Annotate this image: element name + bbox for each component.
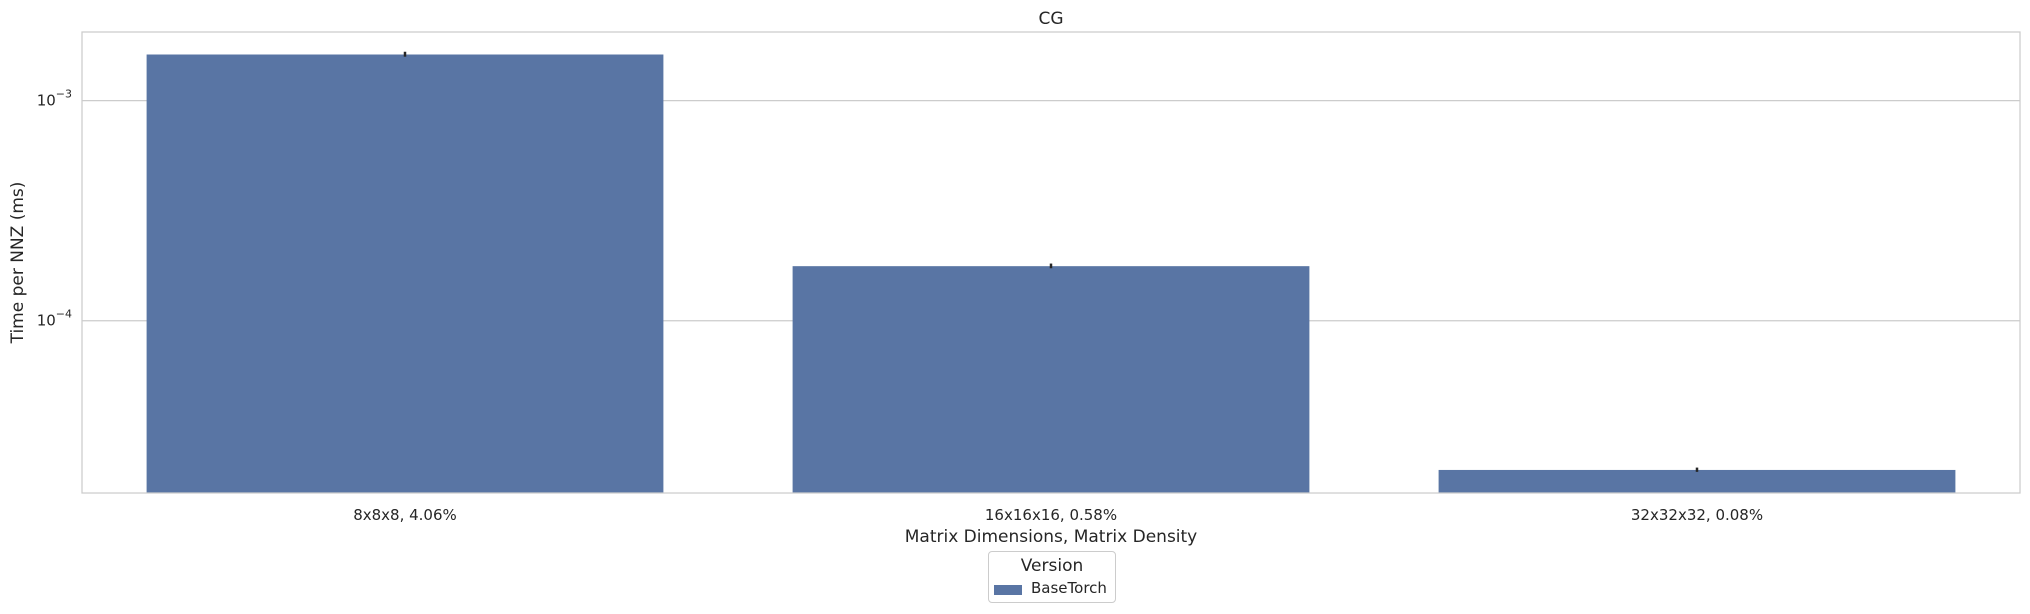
legend: Version BaseTorch (988, 551, 1116, 603)
x-tick-label: 8x8x8, 4.06% (353, 506, 457, 524)
legend-swatch (994, 585, 1022, 595)
x-axis-title: Matrix Dimensions, Matrix Density (905, 527, 1198, 547)
chart-title: CG (1038, 9, 1063, 29)
bar (1438, 469, 1956, 493)
bars (146, 54, 1956, 493)
y-tick-label: 10−4 (37, 308, 72, 330)
y-tick-labels: 10−3 10−4 (37, 88, 72, 330)
y-axis-title: Time per NNZ (ms) (8, 182, 28, 345)
legend-title: Version (1020, 556, 1084, 576)
y-tick-label: 10−3 (37, 88, 72, 110)
bar (792, 266, 1310, 493)
x-tick-label: 16x16x16, 0.58% (985, 506, 1117, 524)
x-tick-label: 32x32x32, 0.08% (1631, 506, 1763, 524)
x-tick-labels: 8x8x8, 4.06% 16x16x16, 0.58% 32x32x32, 0.0… (353, 506, 1763, 524)
bar (146, 54, 664, 493)
error-bars (403, 51, 1699, 472)
plot-frame (81, 31, 2021, 494)
legend-label-basetorch: BaseTorch (1031, 579, 1107, 597)
